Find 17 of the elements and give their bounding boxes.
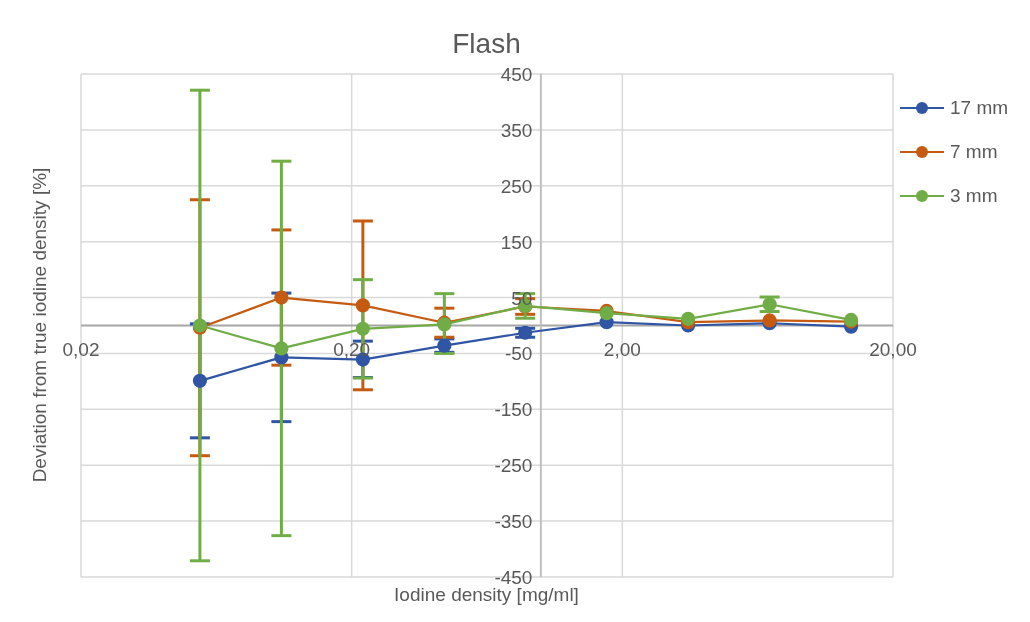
y-tick-label: -350 <box>494 511 533 533</box>
y-axis-title: Deviation from true iodine density [%] <box>29 166 51 485</box>
y-tick-label: -250 <box>494 455 533 477</box>
y-tick-label: 450 <box>500 64 533 85</box>
y-tick-label: -50 <box>504 343 533 365</box>
y-tick-label: 250 <box>500 175 533 197</box>
y-tick-label: -150 <box>494 399 533 421</box>
legend-label: 7 mm <box>950 141 998 163</box>
x-tick-label: 2,00 <box>603 339 641 360</box>
y-tick-label: 150 <box>500 231 533 253</box>
y-tick-label: 50 <box>511 287 533 309</box>
legend-label: 17 mm <box>950 97 1009 119</box>
x-tick-label: 20,00 <box>869 339 917 360</box>
chart-title: Flash <box>451 28 522 60</box>
legend-label: 3 mm <box>950 185 998 207</box>
y-tick-label: 350 <box>500 119 533 141</box>
x-tick-label: 0,02 <box>62 339 100 360</box>
